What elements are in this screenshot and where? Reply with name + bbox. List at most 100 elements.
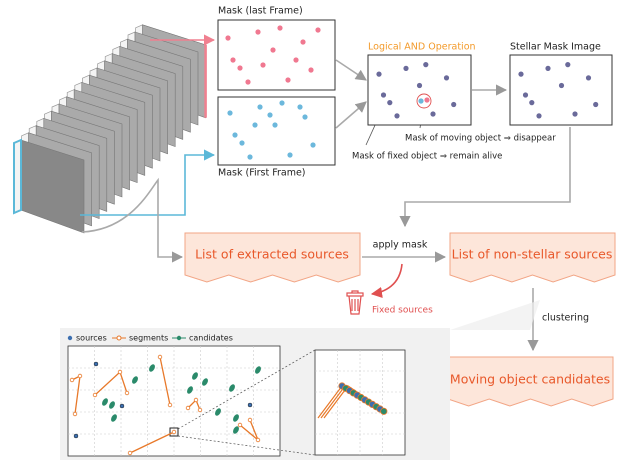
label: apply mask [373,240,428,251]
dot [586,75,591,80]
leader [366,123,376,145]
dot [230,57,235,62]
moving-dot [418,98,423,103]
dot [381,92,386,97]
dot [565,62,570,67]
dot [529,100,534,105]
segment-node [238,423,242,427]
label: clustering [542,313,589,324]
dot [237,65,242,70]
dot [297,104,302,109]
segment-node [93,393,97,397]
source [94,362,98,366]
dot [293,57,298,62]
segment-node [78,374,82,378]
dot [572,111,577,116]
dot [444,75,449,80]
label: Fixed sources [372,306,433,316]
segment-node [73,412,77,416]
dot [232,132,237,137]
frame-stack [14,25,206,233]
dot [225,35,230,40]
dot [245,79,250,84]
segment-node [128,451,132,455]
segment-node [194,398,198,402]
candidate [381,408,387,414]
legend-label: sources [76,334,107,343]
dot [545,66,550,71]
box-label: Moving object candidates [450,372,610,387]
trash-icon [347,291,363,314]
legend-marker [68,336,72,340]
stellar-panel [510,55,612,125]
dot [423,62,428,67]
dot [536,113,541,118]
dot [593,102,598,107]
dot [267,112,272,117]
segment-node [186,406,190,410]
dot [403,66,408,71]
label: Stellar Mask Image [510,42,601,53]
dot [430,111,435,116]
dot [315,27,320,32]
note: Mask of moving object ⇒ disappear [405,134,556,144]
dot [239,140,244,145]
dot [255,29,260,34]
dot [277,25,282,30]
source [248,403,252,407]
and-panel [368,55,471,125]
arrow [372,264,402,294]
dot [302,114,307,119]
segment-node [256,438,260,442]
dot [523,92,528,97]
legend-label: segments [129,334,168,343]
dot [227,110,232,115]
dot [279,100,284,105]
arrow [336,60,366,80]
label: Logical AND Operation [368,42,476,53]
dot [451,102,456,107]
box-label: List of extracted sources [195,247,349,262]
source [74,434,78,438]
dot [252,122,257,127]
dot [247,154,252,159]
arrow [336,102,366,128]
dot [260,62,265,67]
dot [394,113,399,118]
legend-label: candidates [189,334,233,343]
dot [559,83,564,88]
dot [310,142,315,147]
callout [450,300,540,330]
segment-node [118,370,122,374]
dot [518,72,523,77]
segment-node [248,418,252,422]
dot [376,72,381,77]
label: Mask (last Frame) [218,6,303,17]
dot [270,47,275,52]
box-label: List of non-stellar sources [452,247,613,262]
segment-node [158,355,162,359]
dot [308,67,313,72]
dot [285,77,290,82]
moving-dot [424,97,429,102]
dot [417,83,422,88]
legend-marker [117,336,121,340]
source [120,404,124,408]
dot [287,152,292,157]
legend: sources segments candidates [68,334,233,343]
label: Mask (First Frame) [218,168,306,179]
segment-node [70,378,74,382]
segment-node [172,430,176,434]
frame [14,140,21,213]
note: Mask of fixed object ⇒ remain alive [352,152,502,162]
dot [387,100,392,105]
dot [272,122,277,127]
segment-node [168,403,172,407]
dot [300,39,305,44]
diagram: Mask (last Frame) Mask (First Frame) Log… [0,0,624,460]
segment-node [198,408,202,412]
mask-panel [218,97,335,165]
legend-marker [177,336,181,340]
segment-node [125,391,129,395]
dot [257,104,262,109]
